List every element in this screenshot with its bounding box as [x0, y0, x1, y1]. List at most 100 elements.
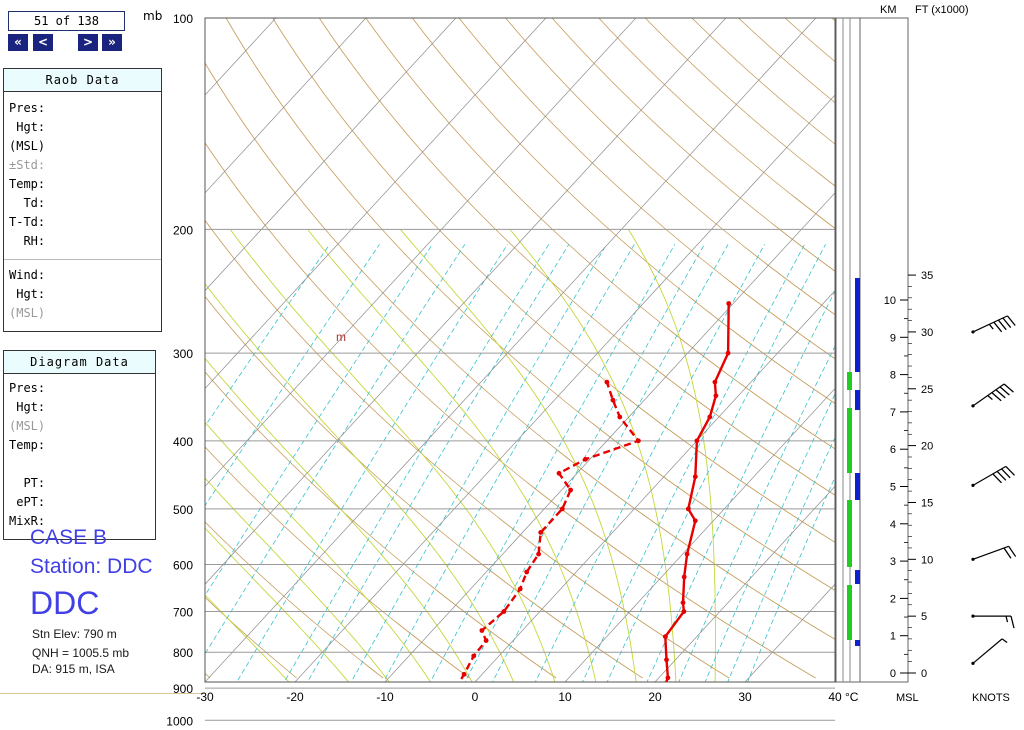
temperature-tick-label: -10	[376, 690, 394, 704]
sounding-counter: 51 of 138	[8, 11, 125, 31]
wind-barb-full	[1003, 547, 1012, 559]
temperature-tick-label: 30	[738, 690, 752, 704]
temperature-tick-label: 10	[558, 690, 572, 704]
temperature-point	[685, 506, 691, 512]
dewpoint-point	[444, 691, 449, 696]
wind-barb-full	[999, 386, 1010, 396]
isotherm-line	[384, 192, 835, 682]
dry-adiabat	[0, 18, 37, 678]
wind-barb-staff	[972, 465, 1007, 486]
km-header-label: KM	[880, 4, 897, 16]
dry-adiabat	[412, 18, 835, 404]
raob-divider	[4, 259, 161, 260]
moist-adiabat	[205, 357, 473, 682]
ft-tick-label: 15	[921, 497, 933, 509]
temperature-trace	[664, 303, 730, 682]
plot-frame	[204, 17, 836, 683]
wind-barb-station	[971, 614, 975, 618]
qnh-value: QNH = 1005.5 mb	[32, 646, 130, 660]
pressure-tick-label: 600	[173, 558, 193, 572]
mixing-ratio-line	[581, 244, 805, 682]
raob-data-panel: Raob Data Pres: Hgt: (MSL) ±Std: Temp: T…	[3, 68, 162, 332]
dry-adiabat	[205, 371, 557, 679]
raob-row-wind: Wind:	[9, 268, 46, 282]
cloud-segment-green	[847, 585, 852, 640]
temperature-point	[590, 691, 595, 696]
dewpoint-point	[536, 551, 541, 557]
temperature-point	[662, 634, 668, 639]
mixing-ratio-line	[205, 244, 466, 655]
mixing-ratio-line	[382, 244, 635, 682]
km-tick-label: 2	[890, 593, 896, 605]
cloud-segment-green	[847, 372, 852, 390]
last-sounding-button[interactable]: »	[102, 34, 122, 51]
km-tick-label: 1	[890, 631, 896, 643]
moist-adiabat	[205, 594, 290, 682]
trace-annotation: m	[336, 330, 346, 344]
diagram-panel-title: Diagram Data	[4, 351, 155, 374]
dewpoint-point	[471, 653, 477, 659]
moist-adiabat	[205, 283, 515, 682]
temperature-point	[692, 518, 698, 524]
mixing-ratio-line	[678, 345, 835, 682]
dry-adiabat	[505, 18, 835, 316]
wind-barb-full	[1002, 317, 1012, 328]
isotherm-line	[205, 18, 367, 194]
temperature-point	[665, 675, 671, 681]
dry-adiabat	[205, 521, 384, 679]
temperature-point	[680, 600, 686, 606]
temperature-point	[707, 414, 713, 420]
mixing-ratio-line	[236, 244, 508, 682]
pressure-unit-label: mb	[143, 9, 163, 23]
temperature-tick-label: -20	[286, 690, 304, 704]
ft-header-label: FT (x1000)	[915, 4, 969, 16]
diagram-data-panel: Diagram Data Pres: Hgt: (MSL) Temp: PT: …	[3, 350, 156, 540]
cloud-segment-blue	[855, 278, 860, 372]
dry-adiabat	[205, 142, 816, 679]
dewpoint-trace	[458, 381, 640, 682]
km-tick-label: 7	[890, 407, 896, 419]
wind-barb-full	[993, 321, 1003, 333]
wind-barb-station	[971, 330, 975, 334]
wind-barb-half	[987, 395, 993, 401]
dewpoint-point	[604, 379, 610, 385]
wind-barb-station	[971, 483, 975, 488]
raob-row-temp: Temp:	[9, 177, 46, 191]
isotherm-line	[0, 18, 6, 730]
pressure-tick-label: 400	[173, 435, 193, 449]
mixing-ratio-line	[464, 244, 705, 682]
prev-sounding-button[interactable]: <	[33, 34, 53, 51]
ft-tick-label: 10	[921, 554, 933, 566]
dry-adiabat	[205, 446, 470, 679]
isotherm-line	[0, 18, 96, 730]
isotherm-line	[205, 18, 817, 682]
ft-tick-label: 0	[921, 668, 927, 680]
pressure-tick-label: 900	[173, 682, 193, 696]
moist-adiabat	[307, 229, 597, 682]
isotherm-line	[564, 388, 835, 682]
isotherm-line	[205, 18, 457, 292]
next-sounding-button[interactable]: >	[78, 34, 98, 51]
isotherm-line	[744, 583, 835, 682]
wind-barb-station	[971, 661, 975, 665]
mixing-ratio-line	[350, 244, 608, 682]
dry-adiabat	[272, 18, 835, 543]
isotherm-line	[205, 18, 277, 96]
dry-adiabat	[645, 18, 835, 187]
dry-adiabat	[225, 18, 835, 591]
km-tick-label: 6	[890, 444, 896, 456]
isobars-layer	[205, 228, 835, 721]
km-tick-label: 3	[890, 556, 896, 568]
mixing-ratio-line	[205, 244, 433, 597]
dry-adiabat	[691, 18, 835, 145]
dewpoint-point	[583, 456, 588, 462]
wind-barb-full	[1003, 383, 1014, 393]
station-elevation: Stn Elev: 790 m	[32, 627, 117, 641]
raob-panel-title: Raob Data	[4, 69, 161, 92]
ft-tick-label: 35	[921, 270, 933, 282]
mixing-ratio-line	[205, 244, 380, 507]
isotherm-line	[205, 18, 547, 390]
wind-barb-staff	[972, 545, 1009, 560]
first-sounding-button[interactable]: «	[8, 34, 28, 51]
